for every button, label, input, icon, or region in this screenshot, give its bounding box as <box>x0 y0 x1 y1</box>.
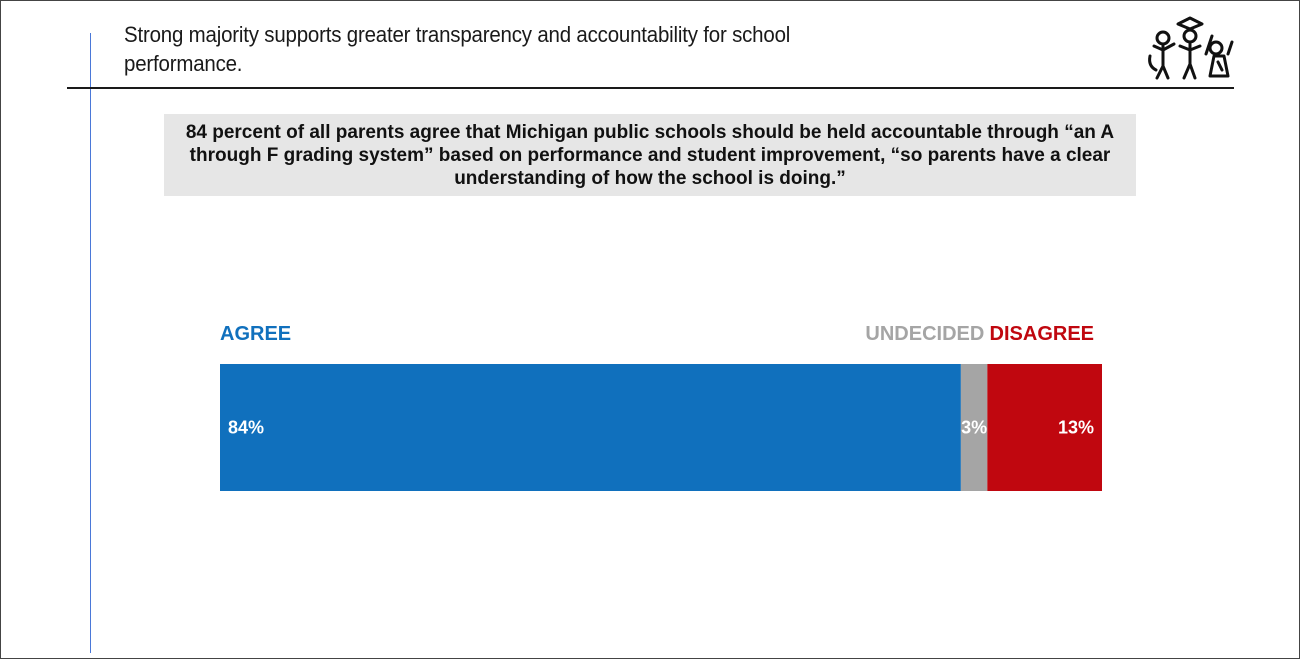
left-margin-rule <box>90 33 91 653</box>
header-divider <box>67 87 1234 89</box>
bar-segment-agree <box>220 364 961 491</box>
bar-segment-disagree <box>987 364 1102 491</box>
chart-legend: AGREE UNDECIDED DISAGREE <box>220 323 1094 345</box>
value-label-undecided: 3% <box>961 418 987 438</box>
chart-bars <box>220 364 1102 491</box>
children-graduation-cap-logo-icon <box>1144 14 1236 82</box>
value-label-agree: 84% <box>228 418 264 438</box>
bar-segment-undecided <box>960 364 988 491</box>
category-label-disagree: DISAGREE <box>990 323 1094 345</box>
category-label-undecided: UNDECIDED <box>865 323 984 345</box>
page-title: Strong majority supports greater transpa… <box>124 22 791 76</box>
callout-box: 84 percent of all parents agree that Mic… <box>164 114 1136 196</box>
category-label-agree: AGREE <box>220 323 291 345</box>
value-label-disagree: 13% <box>1058 418 1094 438</box>
callout-text: 84 percent of all parents agree that Mic… <box>185 121 1115 189</box>
chart-value-labels: 84% 3% 13% <box>228 418 1094 438</box>
